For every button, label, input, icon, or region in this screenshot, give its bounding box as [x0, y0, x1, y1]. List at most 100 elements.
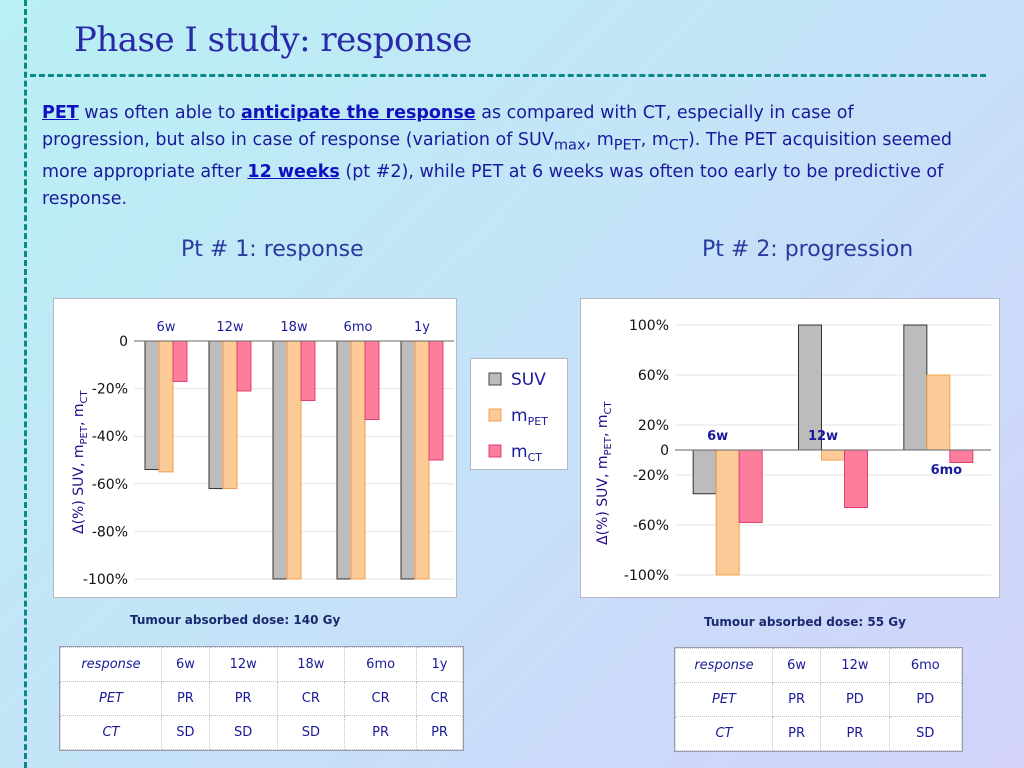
intro-text: as compared with CT, especially in case … [42, 103, 854, 150]
table-header-cell: 18w [276, 647, 346, 682]
table-header-cell: 6w [161, 647, 210, 682]
table-cell: SD [161, 715, 210, 750]
intro-subscript: PET [613, 136, 641, 154]
intro-paragraph: PET was often able to anticipate the res… [42, 100, 962, 213]
table-cell: CT [675, 716, 773, 751]
bar-mpet [350, 340, 366, 580]
bar-suv [400, 340, 416, 580]
table-cell: CT [60, 715, 162, 750]
y-tick-label: 0 [119, 334, 128, 350]
bar-suv [144, 340, 160, 471]
table-header-row: response 6w 12w 6mo [675, 648, 963, 683]
table-cell: PR [344, 715, 418, 750]
legend-swatch-mct [488, 444, 502, 458]
table-cell: PR [771, 682, 822, 717]
bar-mct [738, 449, 763, 523]
bar-suv [336, 340, 352, 580]
bar-mpet [158, 340, 174, 473]
table-row: PET PR PR CR CR CR [60, 681, 463, 716]
y-tick-label: -60% [633, 518, 669, 534]
slide-title: Phase I study: response [74, 20, 472, 60]
category-label: 6mo [931, 463, 963, 478]
y-tick-label: 60% [638, 368, 669, 384]
bar-mpet [715, 449, 740, 576]
category-label: 6mo [344, 320, 373, 335]
dose-label-pt1: Tumour absorbed dose: 140 Gy [130, 613, 341, 627]
table-cell: SD [888, 716, 963, 751]
horizontal-dashed-rule [30, 74, 986, 77]
y-tick-label: 20% [638, 418, 669, 434]
chart2-title: Pt # 2: progression [702, 237, 914, 262]
intro-text: ). The PET acquisition seemed more appro… [42, 130, 952, 182]
table-cell: CR [344, 681, 418, 716]
table-header-row: response 6w 12w 18w 6mo 1y [60, 647, 463, 682]
table-cell: PET [60, 681, 162, 716]
bar-mpet [926, 374, 951, 451]
response-table-pt2: response 6w 12w 6mo PET PR PD PD CT PR P… [674, 647, 963, 752]
intro-text: , m [640, 130, 669, 150]
table-cell: PR [771, 716, 822, 751]
table-header-cell: 12w [208, 647, 278, 682]
table-cell: CR [416, 681, 463, 716]
table-cell: PR [208, 681, 278, 716]
table-header-cell: 6mo [344, 647, 418, 682]
table-cell: PR [161, 681, 210, 716]
table-header-cell: 1y [416, 647, 463, 682]
dose-label-pt2: Tumour absorbed dose: 55 Gy [704, 615, 906, 629]
intro-subscript: CT [668, 136, 688, 154]
table-cell: SD [208, 715, 278, 750]
y-tick-label: -100% [83, 572, 128, 588]
y-tick-label: -40% [92, 429, 128, 445]
chart1-ylabel: Δ(%) SUV, mPET, mCT [71, 389, 90, 534]
legend-label-mpet: mPET [511, 406, 548, 428]
intro-text: was often able to [78, 103, 241, 123]
bar-mpet [414, 340, 430, 580]
table-cell: PET [675, 682, 773, 717]
y-tick-label: -20% [633, 468, 669, 484]
vertical-dashed-rule [24, 0, 27, 768]
chart2-ylabel: Δ(%) SUV, mPET, mCT [595, 400, 614, 545]
bar-mct [172, 340, 188, 382]
category-label: 6w [157, 320, 176, 335]
y-tick-label: -100% [624, 568, 669, 584]
legend-label-mct: mCT [511, 442, 542, 464]
legend-label-suv: SUV [511, 370, 546, 390]
table-cell: PD [820, 682, 890, 717]
table-header-cell: 6mo [888, 648, 963, 683]
y-tick-label: 0 [660, 443, 669, 459]
table-row: CT PR PR SD [675, 716, 963, 751]
table-header-cell: response [60, 647, 162, 682]
chart2-svg: Δ(%) SUV, mPET, mCT 100% 60% 20% 0 -20% -60% -… [595, 318, 991, 584]
bar-mct [236, 340, 252, 392]
table-row: PET PR PD PD [675, 682, 963, 717]
chart1-panel: Δ(%) SUV, mPET, mCT 0 -20% -40% -60% -80% -10… [53, 298, 457, 598]
bar-mct [844, 449, 868, 508]
y-tick-label: -60% [92, 477, 128, 493]
bar-mct [949, 449, 974, 463]
table-cell: PR [820, 716, 890, 751]
category-label: 6w [707, 429, 728, 444]
response-table-pt1: response 6w 12w 18w 6mo 1y PET PR PR CR … [59, 646, 464, 751]
category-label: 18w [280, 320, 308, 335]
weeks-keyword: 12 weeks [247, 161, 340, 182]
chart2-panel: Δ(%) SUV, mPET, mCT 100% 60% 20% 0 -20% -60% -… [580, 298, 1000, 598]
category-label: 1y [414, 320, 430, 335]
bar-mct [364, 340, 380, 421]
table-header-cell: response [675, 648, 773, 683]
table-cell: PD [888, 682, 963, 717]
table-cell: SD [276, 715, 346, 750]
chart1-svg: Δ(%) SUV, mPET, mCT 0 -20% -40% -60% -80% -10… [71, 320, 454, 588]
table-header-cell: 6w [771, 648, 822, 683]
intro-text: , m [585, 130, 614, 150]
intro-subscript: max [553, 136, 586, 154]
bar-suv [272, 340, 288, 580]
bar-mct [428, 340, 444, 461]
bar-mpet [222, 340, 238, 490]
chart-legend: SUV mPET mCT [470, 358, 568, 470]
table-header-cell: 12w [820, 648, 890, 683]
table-cell: CR [276, 681, 346, 716]
table-row: CT SD SD SD PR PR [60, 715, 463, 750]
y-tick-label: 100% [629, 318, 669, 334]
y-tick-label: -20% [92, 382, 128, 398]
bar-mpet [821, 449, 845, 461]
